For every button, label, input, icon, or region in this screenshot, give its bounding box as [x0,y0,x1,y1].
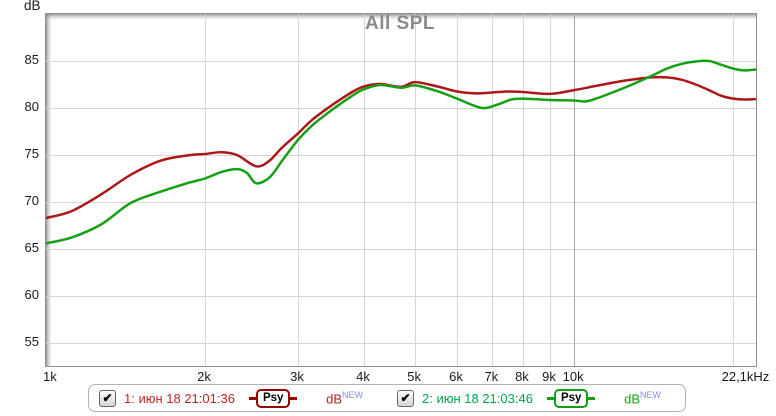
trace-2-checkbox[interactable]: ✔ [397,389,414,407]
checkmark-icon: ✔ [102,390,113,405]
psy-line-right-icon [290,396,298,400]
trace-2-psy-button[interactable]: Psy [546,388,596,408]
x-axis-tick-label: 4k [356,369,370,384]
x-axis-tick-label: 10k [562,369,584,384]
unit-label: dB [624,391,640,407]
legend-bar: ✔ 1: июн 18 21:01:36 Psy dBNEW ✔ 2: июн … [88,384,686,412]
y-axis-tick-label: 85 [24,51,39,67]
trace-2-label[interactable]: 2: июн 18 21:03:46 [422,390,533,406]
x-axis-tick-label: 5k [407,369,421,384]
y-axis-tick-label: 60 [24,286,39,302]
psy-line-right-icon [588,396,596,400]
trace-1-psy-button[interactable]: Psy [248,388,298,408]
x-axis-tick-label: 9k [542,369,556,384]
psy-line-left-icon [546,396,554,400]
checkmark-icon: ✔ [400,390,411,405]
spl-chart [46,14,756,366]
x-axis-tick-label: 7k [484,369,499,384]
y-axis-tick-label: 70 [24,192,39,208]
y-axis-tick-label: 65 [24,239,39,255]
legend-entry-2: ✔ 2: июн 18 21:03:46 Psy dBNEW [387,385,685,411]
unit-new-superscript: NEW [342,389,363,400]
x-axis-tick-label: 2k [197,369,211,384]
unit-new-superscript: NEW [640,389,661,400]
legend-entry-1: ✔ 1: июн 18 21:01:36 Psy dBNEW [89,385,387,411]
x-axis-tick-label: 1k [43,369,57,384]
trace-1-checkbox[interactable]: ✔ [99,389,116,407]
x-axis-tick-label: 8k [515,369,529,384]
y-axis-tick-label: 80 [24,98,39,114]
x-axis-tick-label: 3k [290,369,304,384]
trace-2-curve [46,59,756,245]
psy-button-label: Psy [553,388,589,408]
trace-1-label[interactable]: 1: июн 18 21:01:36 [124,390,235,406]
psy-line-left-icon [248,396,256,400]
y-axis-unit-label: dB [24,0,41,13]
y-axis-tick-label: 75 [24,145,39,161]
psy-button-label: Psy [255,388,291,408]
trace-1-unit-badge[interactable]: dBNEW [326,390,363,406]
x-axis-tick-label: 22,1kHz [721,369,770,384]
plot-area[interactable] [45,13,757,367]
trace-1-curve [46,75,756,220]
trace-2-unit-badge[interactable]: dBNEW [624,390,661,406]
x-axis-tick-label: 6k [449,369,463,384]
y-axis-tick-label: 55 [24,333,39,349]
unit-label: dB [326,391,342,407]
